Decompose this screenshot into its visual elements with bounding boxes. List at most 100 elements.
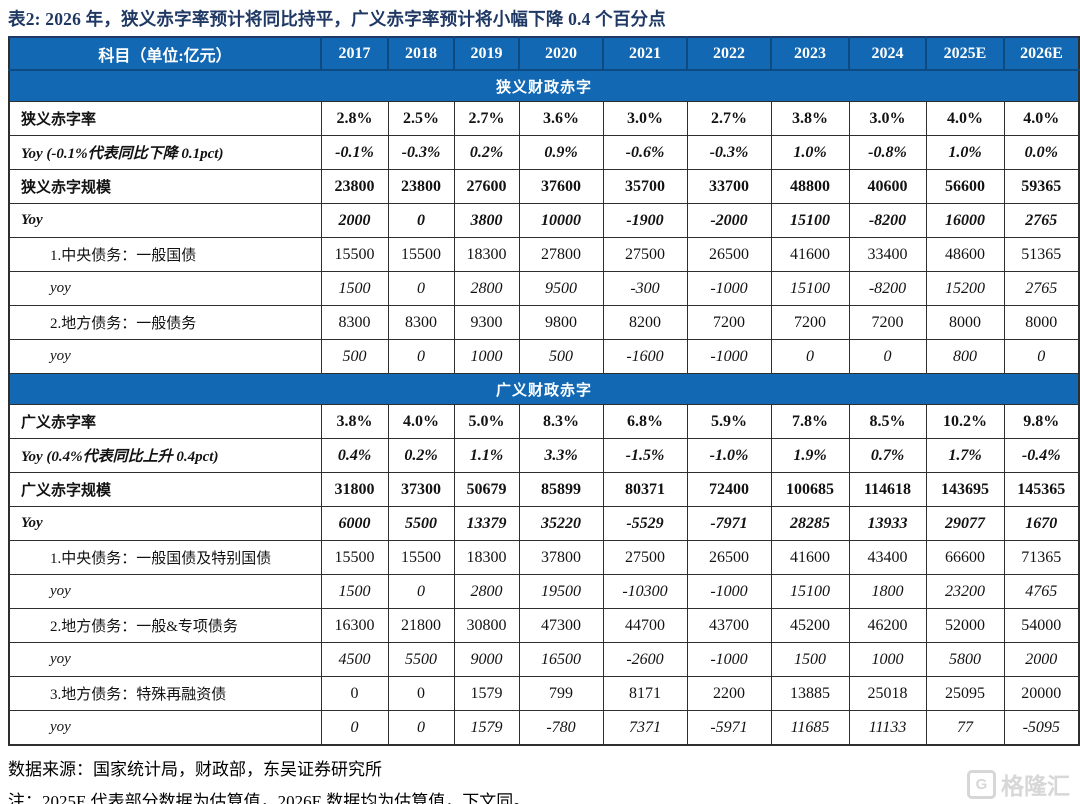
cell-value: 80371	[602, 472, 688, 507]
cell-value: 0	[387, 203, 455, 238]
cell-value: 48600	[925, 237, 1005, 272]
cell-value: 2.7%	[453, 101, 520, 136]
cell-value: 7.8%	[770, 404, 850, 439]
cell-value: 0.7%	[848, 438, 927, 473]
cell-value: 2800	[453, 574, 520, 609]
cell-value: 52000	[925, 608, 1005, 643]
cell-value: -0.3%	[686, 135, 772, 170]
table-row: Yoy (0.4%代表同比上升 0.4pct) 0.4% 0.2% 1.1% 3.3% -…	[8, 438, 1080, 473]
header-row: 科目（单位:亿元） 2017 2018 2019 2020 2021 2022 2023 202…	[9, 37, 1079, 71]
cell-value: -8200	[848, 271, 927, 306]
cell-value: 0.0%	[1003, 135, 1080, 170]
cell-value: 1000	[848, 642, 927, 677]
cell-value: 1.0%	[770, 135, 850, 170]
table-row: 2.地方债务：一般债务 8300 8300 9300 9800 8200 7200 7200 7…	[8, 305, 1080, 340]
cell-value: -5529	[602, 506, 688, 541]
row-label: 2.地方债务：一般&专项债务	[8, 608, 322, 643]
cell-value: 0	[1003, 339, 1080, 374]
row-label: 3.地方债务：特殊再融资债	[8, 676, 322, 711]
cell-value: 56600	[925, 169, 1005, 204]
cell-value: 13885	[770, 676, 850, 711]
cell-value: 2765	[1003, 203, 1080, 238]
cell-value: -300	[602, 271, 688, 306]
cell-value: 37300	[387, 472, 455, 507]
cell-value: 27500	[602, 540, 688, 575]
cell-value: 10000	[518, 203, 604, 238]
cell-value: 16000	[925, 203, 1005, 238]
table-row: 广义赤字规模 31800 37300 50679 85899 80371 72400 1006…	[8, 472, 1080, 507]
cell-value: 31800	[320, 472, 389, 507]
row-label: 广义赤字规模	[8, 472, 322, 507]
cell-value: 3.0%	[602, 101, 688, 136]
cell-value: 8171	[602, 676, 688, 711]
gelonghui-logo-icon: G	[967, 769, 996, 799]
cell-value: 145365	[1003, 472, 1080, 507]
cell-value: 1500	[770, 642, 850, 677]
cell-value: 0.2%	[387, 438, 455, 473]
cell-value: 27500	[602, 237, 688, 272]
cell-value: 1500	[320, 271, 389, 306]
cell-value: 41600	[770, 237, 850, 272]
cell-value: 7200	[848, 305, 927, 340]
cell-value: 23800	[320, 169, 389, 204]
cell-value: 13379	[453, 506, 520, 541]
table-row: yoy 1500 0 2800 19500 -10300 -1000 15100 1800 232…	[8, 574, 1080, 609]
cell-value: 18300	[453, 237, 520, 272]
cell-value: 800	[925, 339, 1005, 374]
column-header-year: 2025E	[925, 37, 1004, 71]
cell-value: -0.1%	[320, 135, 389, 170]
cell-value: -5971	[686, 710, 772, 746]
column-header-year: 2026E	[1003, 37, 1079, 71]
cell-value: 6.8%	[602, 404, 688, 439]
cell-value: 26500	[686, 237, 772, 272]
cell-value: 3.0%	[848, 101, 927, 136]
cell-value: 30800	[453, 608, 520, 643]
cell-value: 46200	[848, 608, 927, 643]
cell-value: 500	[518, 339, 604, 374]
column-header-year: 2019	[453, 37, 519, 71]
cell-value: 0	[387, 339, 455, 374]
footnote-line: 注：2025E 代表部分数据为估算值，2026E 数据均为估算值，下文同。	[8, 792, 531, 804]
row-label: Yoy	[8, 203, 322, 238]
row-label: Yoy (-0.1%代表同比下降 0.1pct)	[8, 135, 322, 170]
cell-value: 2000	[1003, 642, 1080, 677]
cell-value: 6000	[320, 506, 389, 541]
cell-value: -5095	[1003, 710, 1080, 746]
gelonghui-logo-text: 格隆汇	[1001, 773, 1070, 799]
cell-value: -1.5%	[602, 438, 688, 473]
column-header-year: 2020	[518, 37, 603, 71]
section-title: 广义财政赤字	[8, 373, 1080, 405]
cell-value: -2000	[686, 203, 772, 238]
cell-value: 1579	[453, 676, 520, 711]
cell-value: 0	[320, 676, 389, 711]
cell-value: -1000	[686, 271, 772, 306]
cell-value: 4765	[1003, 574, 1080, 609]
cell-value: 8.3%	[518, 404, 604, 439]
cell-value: 8000	[1003, 305, 1080, 340]
row-label: 广义赤字率	[8, 404, 322, 439]
cell-value: 72400	[686, 472, 772, 507]
data-source-line: 数据来源：国家统计局，财政部，东吴证券研究所	[8, 760, 382, 779]
column-header-year: 2022	[686, 37, 771, 71]
cell-value: 0	[320, 710, 389, 746]
cell-value: 35220	[518, 506, 604, 541]
cell-value: -1000	[686, 574, 772, 609]
row-label: 2.地方债务：一般债务	[8, 305, 322, 340]
cell-value: 11685	[770, 710, 850, 746]
cell-value: -0.3%	[387, 135, 455, 170]
table-title: 表2: 2026 年，狭义赤字率预计将同比持平，广义赤字率预计将小幅下降 0.4…	[8, 9, 666, 29]
table-row: 狭义赤字规模 23800 23800 27600 37600 35700 33700 4880…	[8, 169, 1080, 204]
cell-value: 27800	[518, 237, 604, 272]
column-header-year: 2024	[848, 37, 926, 71]
cell-value: 29077	[925, 506, 1005, 541]
cell-value: 20000	[1003, 676, 1080, 711]
cell-value: 13933	[848, 506, 927, 541]
cell-value: 2000	[320, 203, 389, 238]
cell-value: 4500	[320, 642, 389, 677]
cell-value: 43700	[686, 608, 772, 643]
cell-value: 33700	[686, 169, 772, 204]
cell-value: 15500	[320, 540, 389, 575]
table-row: 广义赤字率 3.8% 4.0% 5.0% 8.3% 6.8% 5.9% 7.8% 8.5% 10.…	[8, 404, 1080, 439]
cell-value: 11133	[848, 710, 927, 746]
